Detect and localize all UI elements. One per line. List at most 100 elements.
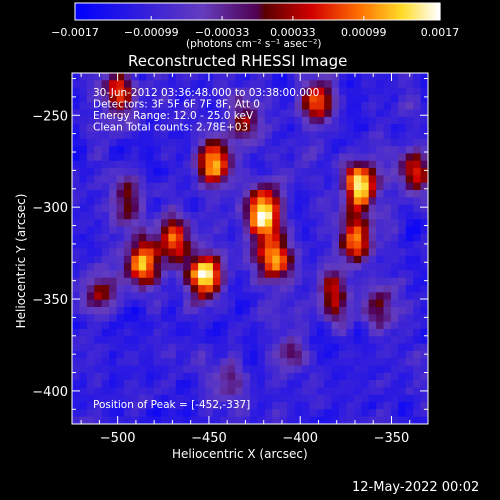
colorbar-segment bbox=[318, 3, 322, 20]
colorbar-segment bbox=[363, 3, 368, 20]
colorbar-segment bbox=[294, 3, 298, 20]
colorbar-segment bbox=[175, 3, 180, 20]
colorbar-segment bbox=[138, 3, 143, 20]
colorbar-segment bbox=[360, 3, 365, 20]
colorbar-segment bbox=[105, 3, 110, 20]
colorbar-segment bbox=[239, 3, 243, 20]
colorbar-segment bbox=[327, 3, 332, 20]
colorbar-segment bbox=[199, 3, 204, 20]
chart-title: Reconstructed RHESSI Image bbox=[128, 52, 348, 70]
colorbar-segment bbox=[269, 3, 274, 20]
colorbar-segment bbox=[330, 3, 335, 20]
colorbar-segment bbox=[354, 3, 359, 20]
colorbar-segment bbox=[178, 3, 183, 20]
colorbar-segment bbox=[90, 3, 94, 20]
colorbar-segment bbox=[272, 3, 277, 20]
colorbar-segment bbox=[345, 3, 350, 20]
plot-frame bbox=[71, 72, 429, 425]
colorbar-segment bbox=[227, 3, 231, 20]
colorbar-segment bbox=[357, 3, 362, 20]
colorbar-segment bbox=[312, 3, 316, 20]
colorbar-segment bbox=[224, 3, 228, 20]
colorbar-segment bbox=[193, 3, 198, 20]
colorbar-segment bbox=[260, 3, 265, 20]
colorbar-segment bbox=[394, 3, 399, 20]
colorbar-segment bbox=[141, 3, 146, 20]
colorbar-segment bbox=[418, 3, 423, 20]
colorbar-segment bbox=[126, 3, 131, 20]
colorbar-segment bbox=[169, 3, 173, 20]
y-tick-label: −400 bbox=[32, 385, 68, 400]
colorbar-segment bbox=[306, 3, 310, 20]
colorbar-segment bbox=[99, 3, 103, 20]
colorbar-segment bbox=[290, 3, 295, 20]
y-tick-label: −300 bbox=[32, 201, 68, 216]
colorbar-segment bbox=[409, 3, 414, 20]
colorbar-tick-label: −0.0017 bbox=[51, 26, 99, 39]
colorbar-segment bbox=[284, 3, 289, 20]
colorbar-segment bbox=[132, 3, 137, 20]
colorbar-segment bbox=[251, 3, 256, 20]
colorbar-segment bbox=[108, 3, 113, 20]
colorbar-segment bbox=[84, 3, 88, 20]
colorbar-segment bbox=[135, 3, 140, 20]
colorbar-segment bbox=[221, 3, 225, 20]
colorbar-segment bbox=[75, 3, 79, 20]
colorbar-segment bbox=[412, 3, 417, 20]
colorbar-segment bbox=[187, 3, 192, 20]
colorbar-segment bbox=[181, 3, 186, 20]
colorbar-segment bbox=[160, 3, 164, 20]
colorbar-segment bbox=[102, 3, 107, 20]
x-tick-label: −400 bbox=[282, 431, 318, 446]
colorbar-tick-label: 0.00099 bbox=[341, 26, 387, 39]
colorbar-segment bbox=[202, 3, 207, 20]
colorbar-segment bbox=[367, 3, 371, 20]
colorbar-segment bbox=[214, 3, 219, 20]
colorbar-segment bbox=[321, 3, 326, 20]
colorbar-units-label: (photons cm⁻² s⁻¹ asec⁻²) bbox=[186, 38, 322, 50]
colorbar-segment bbox=[275, 3, 280, 20]
colorbar-segment bbox=[163, 3, 167, 20]
colorbar-segment bbox=[144, 3, 149, 20]
colorbar-segment bbox=[151, 3, 155, 20]
colorbar-segment bbox=[348, 3, 353, 20]
colorbar-segment bbox=[379, 3, 383, 20]
colorbar-segment bbox=[266, 3, 271, 20]
footer-timestamp: 12-May-2022 00:02 bbox=[352, 480, 480, 495]
colorbar-segment bbox=[196, 3, 201, 20]
peak-position-label: Position of Peak = [-452,-337] bbox=[93, 399, 250, 411]
x-tick-label: −450 bbox=[191, 431, 227, 446]
colorbar-segment bbox=[281, 3, 286, 20]
colorbar-segment bbox=[129, 3, 134, 20]
colorbar-segment bbox=[117, 3, 122, 20]
colorbar-segment bbox=[81, 3, 85, 20]
colorbar-segment bbox=[333, 3, 338, 20]
colorbar-segment bbox=[309, 3, 313, 20]
colorbar-tick-label: −0.00099 bbox=[124, 26, 179, 39]
colorbar-segment bbox=[154, 3, 158, 20]
colorbar-segment bbox=[96, 3, 100, 20]
colorbar-segment bbox=[157, 3, 161, 20]
colorbar-segment bbox=[424, 3, 429, 20]
colorbar-segment bbox=[370, 3, 374, 20]
colorbar-segment bbox=[376, 3, 380, 20]
colorbar-segment bbox=[93, 3, 97, 20]
y-axis-label: Heliocentric Y (arcsec) bbox=[14, 193, 28, 329]
colorbar-segment bbox=[385, 3, 389, 20]
colorbar-segment bbox=[205, 3, 210, 20]
colorbar-segment bbox=[315, 3, 319, 20]
annotation-line: Detectors: 3F 5F 6F 7F 8F, Att 0 bbox=[93, 99, 260, 111]
colorbar-segment bbox=[184, 3, 189, 20]
colorbar-segment bbox=[436, 3, 441, 20]
colorbar-segment bbox=[120, 3, 125, 20]
colorbar-segment bbox=[190, 3, 195, 20]
colorbar-segment bbox=[342, 3, 347, 20]
colorbar-segment bbox=[336, 3, 341, 20]
annotation-line: Clean Total counts: 2.78E+03 bbox=[93, 122, 248, 134]
colorbar-segment bbox=[236, 3, 240, 20]
colorbar-segment bbox=[217, 3, 222, 20]
colorbar-segment bbox=[114, 3, 119, 20]
colorbar-segment bbox=[406, 3, 411, 20]
colorbar-segment bbox=[287, 3, 292, 20]
